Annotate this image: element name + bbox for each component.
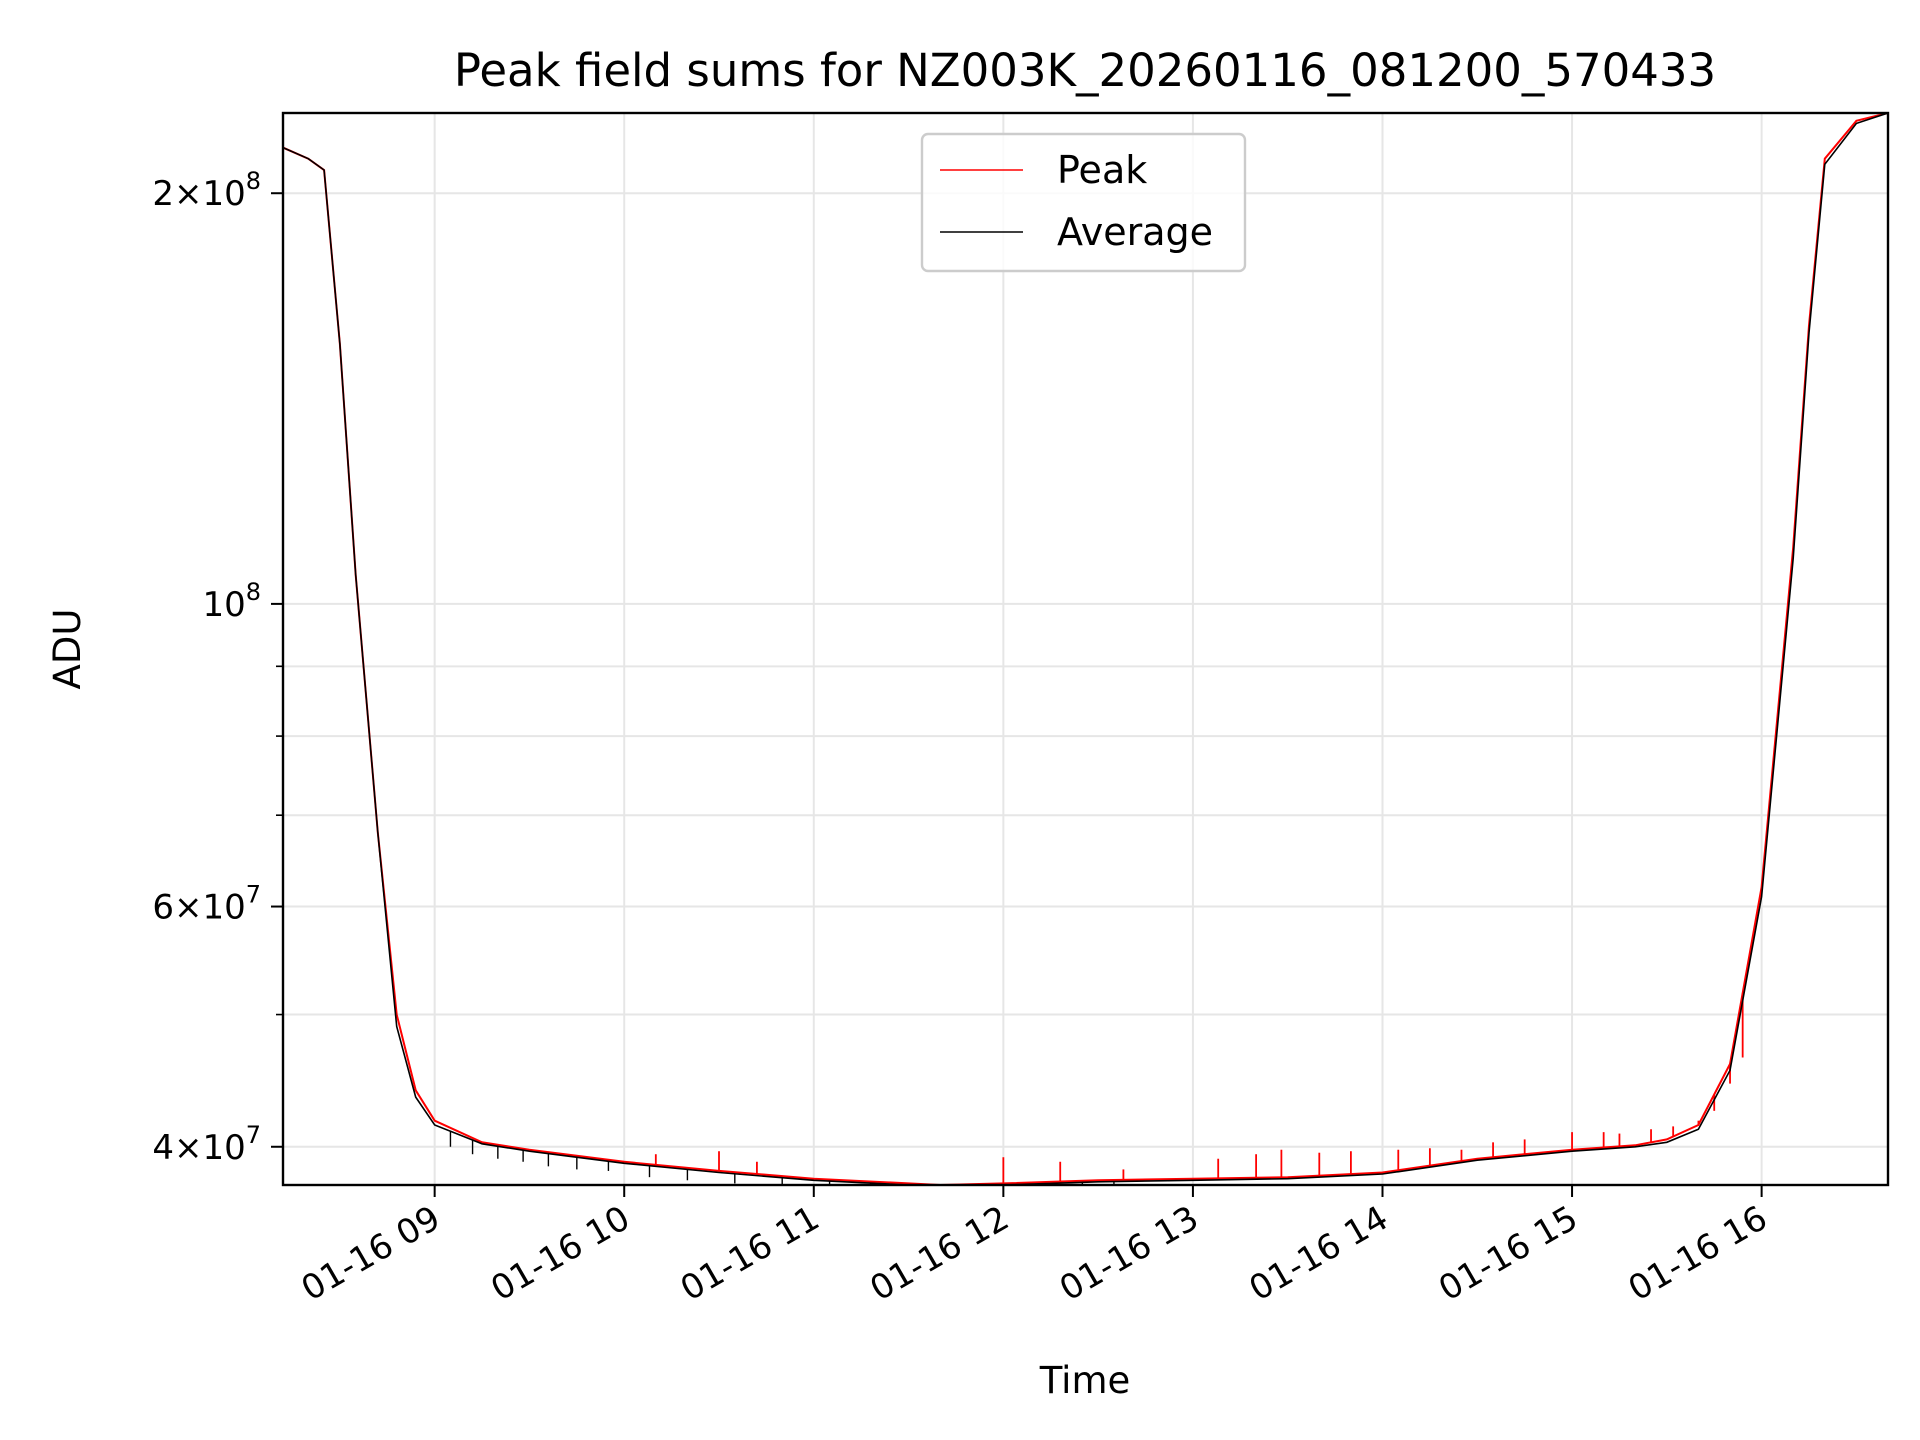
y-tick-label: 108: [202, 578, 261, 625]
x-axis-label: Time: [1039, 1359, 1131, 1402]
y-tick-label-exponent: 8: [246, 167, 261, 195]
y-tick-label: 4×107: [152, 1121, 261, 1168]
series-line-average: [283, 113, 1888, 1185]
y-axis-label: ADU: [46, 609, 89, 690]
legend: Peak Average: [920, 132, 1247, 273]
grid-lines: [283, 113, 1888, 1185]
legend-box: [920, 132, 1247, 273]
chart-title: Peak field sums for NZ003K_20260116_0812…: [454, 44, 1716, 97]
legend-average-label: Average: [1057, 210, 1213, 254]
y-tick-label-base: 4×10: [152, 1128, 245, 1168]
y-tick-label-exponent: 7: [246, 881, 261, 909]
y-tick-label: 2×108: [152, 167, 261, 214]
y-tick-label-exponent: 8: [246, 578, 261, 606]
y-tick-label-base: 10: [202, 585, 245, 625]
y-tick-label-exponent: 7: [246, 1121, 261, 1149]
y-tick-label: 6×107: [152, 881, 261, 928]
plot-frame: [281, 111, 1890, 1187]
legend-peak-label: Peak: [1057, 148, 1147, 192]
y-tick-label-base: 6×10: [152, 888, 245, 928]
series-layer: [283, 113, 1888, 1185]
y-tick-label-base: 2×10: [152, 174, 245, 214]
